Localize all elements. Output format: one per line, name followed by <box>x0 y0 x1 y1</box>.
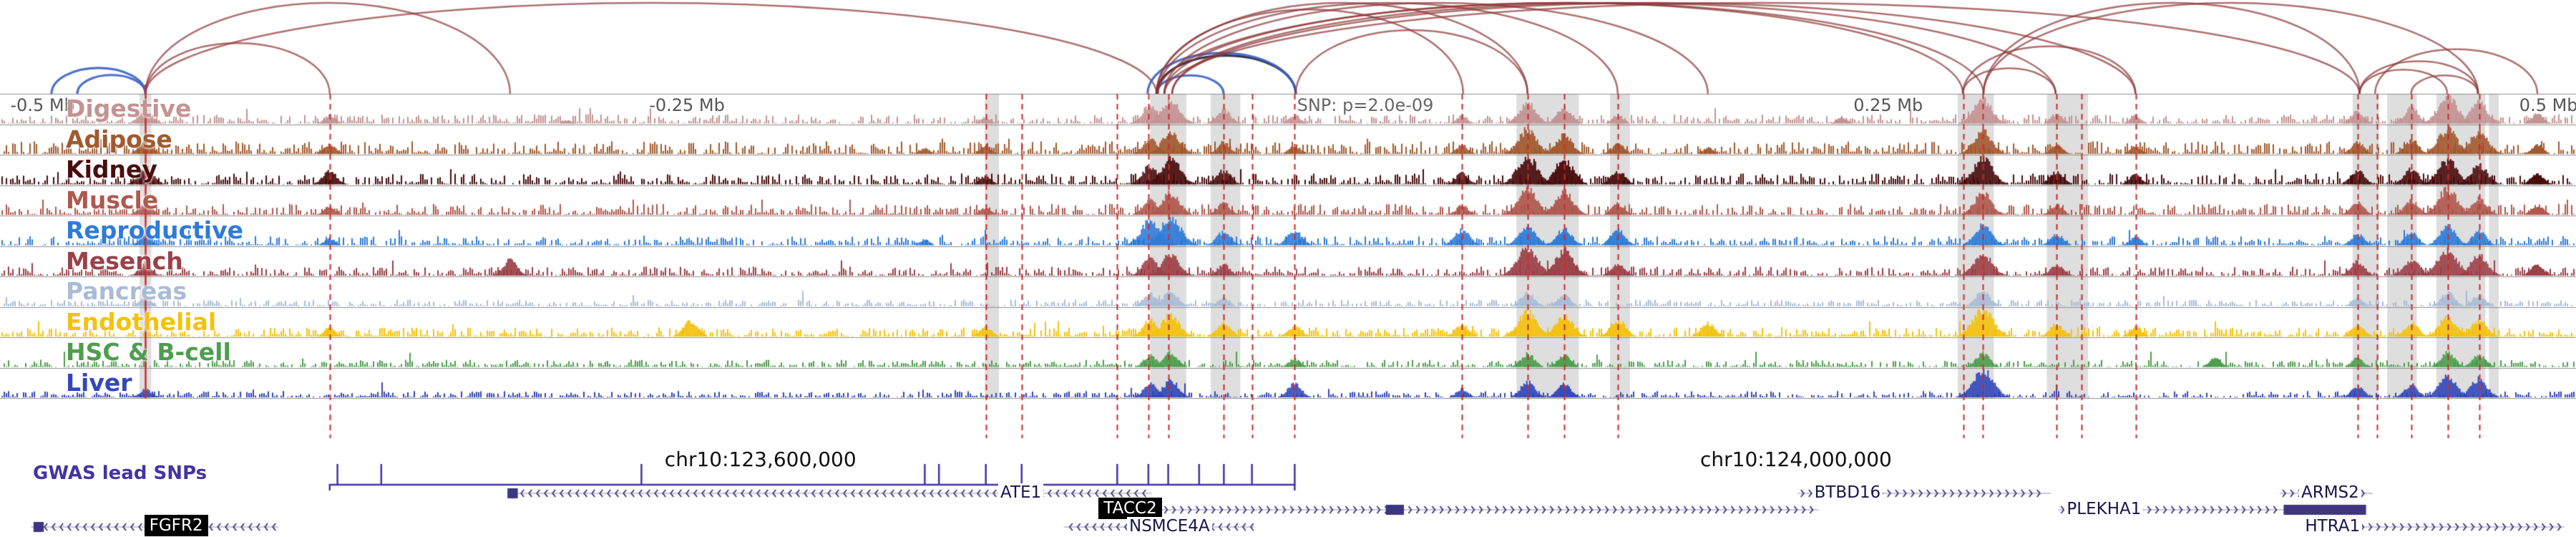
track-label-muscle[interactable]: Muscle <box>66 185 159 214</box>
scale-label[interactable]: 0.5 Mb <box>2519 95 2576 115</box>
gene-label-ate1[interactable]: ATE1 <box>998 483 1044 503</box>
coordinate-label[interactable]: chr10:123,600,000 <box>664 448 857 471</box>
gene-label-btbd16[interactable]: BTBD16 <box>1812 483 1883 503</box>
scale-label[interactable]: -0.5 Mb <box>10 95 75 115</box>
scale-label[interactable]: -0.25 Mb <box>649 95 725 115</box>
track-label-liver[interactable]: Liver <box>66 368 132 397</box>
track-label-adipose[interactable]: Adipose <box>66 125 172 153</box>
gene-label-arms2[interactable]: ARMS2 <box>2299 483 2361 503</box>
gene-label-nsmce4a[interactable]: NSMCE4A <box>1127 517 1212 536</box>
track-label-reproductive[interactable]: Reproductive <box>66 216 244 244</box>
track-label-hsc-b-cell[interactable]: HSC & B-cell <box>66 338 231 366</box>
track-label-digestive[interactable]: Digestive <box>66 95 192 122</box>
scale-label[interactable]: SNP: p=2.0e-09 <box>1297 95 1434 115</box>
track-label-kidney[interactable]: Kidney <box>66 155 157 183</box>
coordinate-label[interactable]: chr10:124,000,000 <box>1700 448 1892 471</box>
gene-label-plekha1[interactable]: PLEKHA1 <box>2064 500 2144 519</box>
track-label-mesench[interactable]: Mesench <box>66 246 183 275</box>
gene-label-htra1[interactable]: HTRA1 <box>2303 517 2363 536</box>
scale-label[interactable]: 0.25 Mb <box>1853 95 1923 115</box>
gwas-lead-snps-label[interactable]: GWAS lead SNPs <box>33 463 208 484</box>
track-label-pancreas[interactable]: Pancreas <box>66 277 187 305</box>
track-label-endothelial[interactable]: Endothelial <box>66 307 217 336</box>
gene-label-fgfr2[interactable]: FGFR2 <box>144 515 208 537</box>
gene-label-tacc2[interactable]: TACC2 <box>1098 498 1162 520</box>
